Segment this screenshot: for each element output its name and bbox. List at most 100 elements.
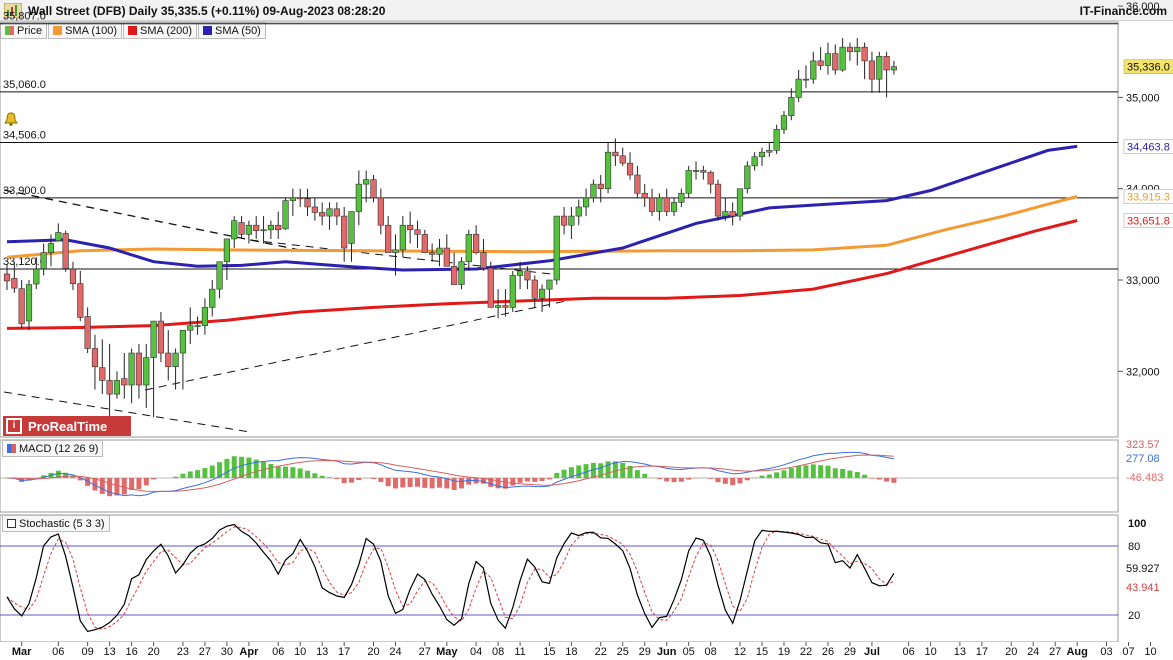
candle-body [473,234,480,253]
macd-histogram-bar [458,478,464,489]
candle [260,216,267,244]
candle [722,197,729,221]
candle-body [121,378,128,386]
candle [509,270,516,312]
candle [25,280,33,331]
candle-body [524,270,531,281]
stochastic-legend[interactable]: Stochastic (5 3 3) [2,515,110,532]
candle [297,188,304,207]
macd-histogram-bar [671,478,677,483]
candle-body [209,288,216,308]
x-tick-label: 08 [705,646,717,658]
horizontal-level-label: 35,060.0 [3,79,46,91]
candle [656,193,663,221]
macd-histogram-bar [590,462,596,478]
candle [179,329,187,390]
x-tick-label: 19 [778,646,790,658]
candle [84,307,91,354]
candle-body [487,267,494,308]
legend-sma200[interactable]: SMA (200) [123,22,197,39]
candle [736,188,744,221]
x-tick-label: 27 [1049,646,1061,658]
stochastic-k-line [6,523,895,633]
candle-body [275,224,282,231]
candles-icon [5,26,14,35]
candle [568,206,575,239]
x-tick-label: 08 [492,646,504,658]
candle-body [656,197,663,212]
candle-body [84,316,91,349]
macd-histogram-bar [151,478,157,480]
macd-histogram-bar [173,476,179,478]
macd-histogram-bar [414,478,420,487]
candle [780,111,788,134]
x-tick-label: Apr [239,646,259,658]
macd-histogram-bar [422,478,428,488]
candle [604,143,612,194]
horizontal-level-label: 33,900.0 [3,185,46,197]
x-tick-label: 20 [147,646,159,658]
last-price-label-box [1123,59,1173,74]
x-tick-label: 15 [543,646,555,658]
price-legend: Price SMA (100) SMA (200) SMA (50) [0,22,267,39]
candle [883,51,890,98]
candle [663,188,670,217]
candle [304,188,311,217]
candle-body [355,183,362,212]
candle-body [832,53,839,71]
candle-body [876,56,883,80]
prorealtime-icon: i [6,418,22,434]
macd-histogram-bar [708,478,714,479]
candle-body [260,229,267,232]
macd-histogram-bar [510,478,516,486]
x-axis-band [0,642,1173,660]
candle [766,143,773,157]
macd-histogram-bar [92,478,98,491]
y-tick-label: 33,000 [1126,275,1160,287]
candle [751,152,758,171]
x-tick-label: 06 [902,646,914,658]
candle [495,289,502,319]
macd-histogram-bar [436,478,442,488]
candle [407,211,414,244]
macd-histogram-bar [319,475,325,478]
candle [128,348,135,404]
candle-body [890,66,898,71]
candle [788,88,795,121]
x-tick-label: 12 [734,646,746,658]
macd-histogram-bar [612,461,618,478]
candle [209,280,216,317]
candle-body [267,224,274,231]
macd-histogram-bar [268,463,274,478]
x-tick-label: 27 [199,646,211,658]
candle-body [538,288,546,299]
macd-legend[interactable]: MACD (12 26 9) [2,440,104,457]
candle-body [707,171,714,185]
x-tick-label: 13 [316,646,328,658]
candle [861,42,868,80]
candle [854,38,861,66]
candle [678,188,685,207]
macd-value-label: 323.57 [1126,439,1160,451]
candle [355,170,362,226]
candle-body [304,198,311,208]
macd-histogram-bar [488,478,494,487]
candle-body [106,380,113,395]
x-tick-label: 30 [221,646,233,658]
candle [773,124,780,155]
candle [553,215,560,285]
candle [348,211,355,262]
sma200-value-label-box [1123,213,1173,228]
candle-body [751,156,758,167]
candle-body [575,206,582,217]
x-tick-label: 10 [294,646,306,658]
macd-histogram-bar [605,461,611,478]
candle [451,252,458,285]
macd-histogram-bar [576,465,582,478]
candle-body [201,307,209,326]
macd-histogram-bar [876,478,882,480]
stochastic-y-label: 20 [1128,610,1140,622]
prorealtime-logo-icon [4,3,22,18]
y-tick-label: 35,000 [1126,92,1160,104]
